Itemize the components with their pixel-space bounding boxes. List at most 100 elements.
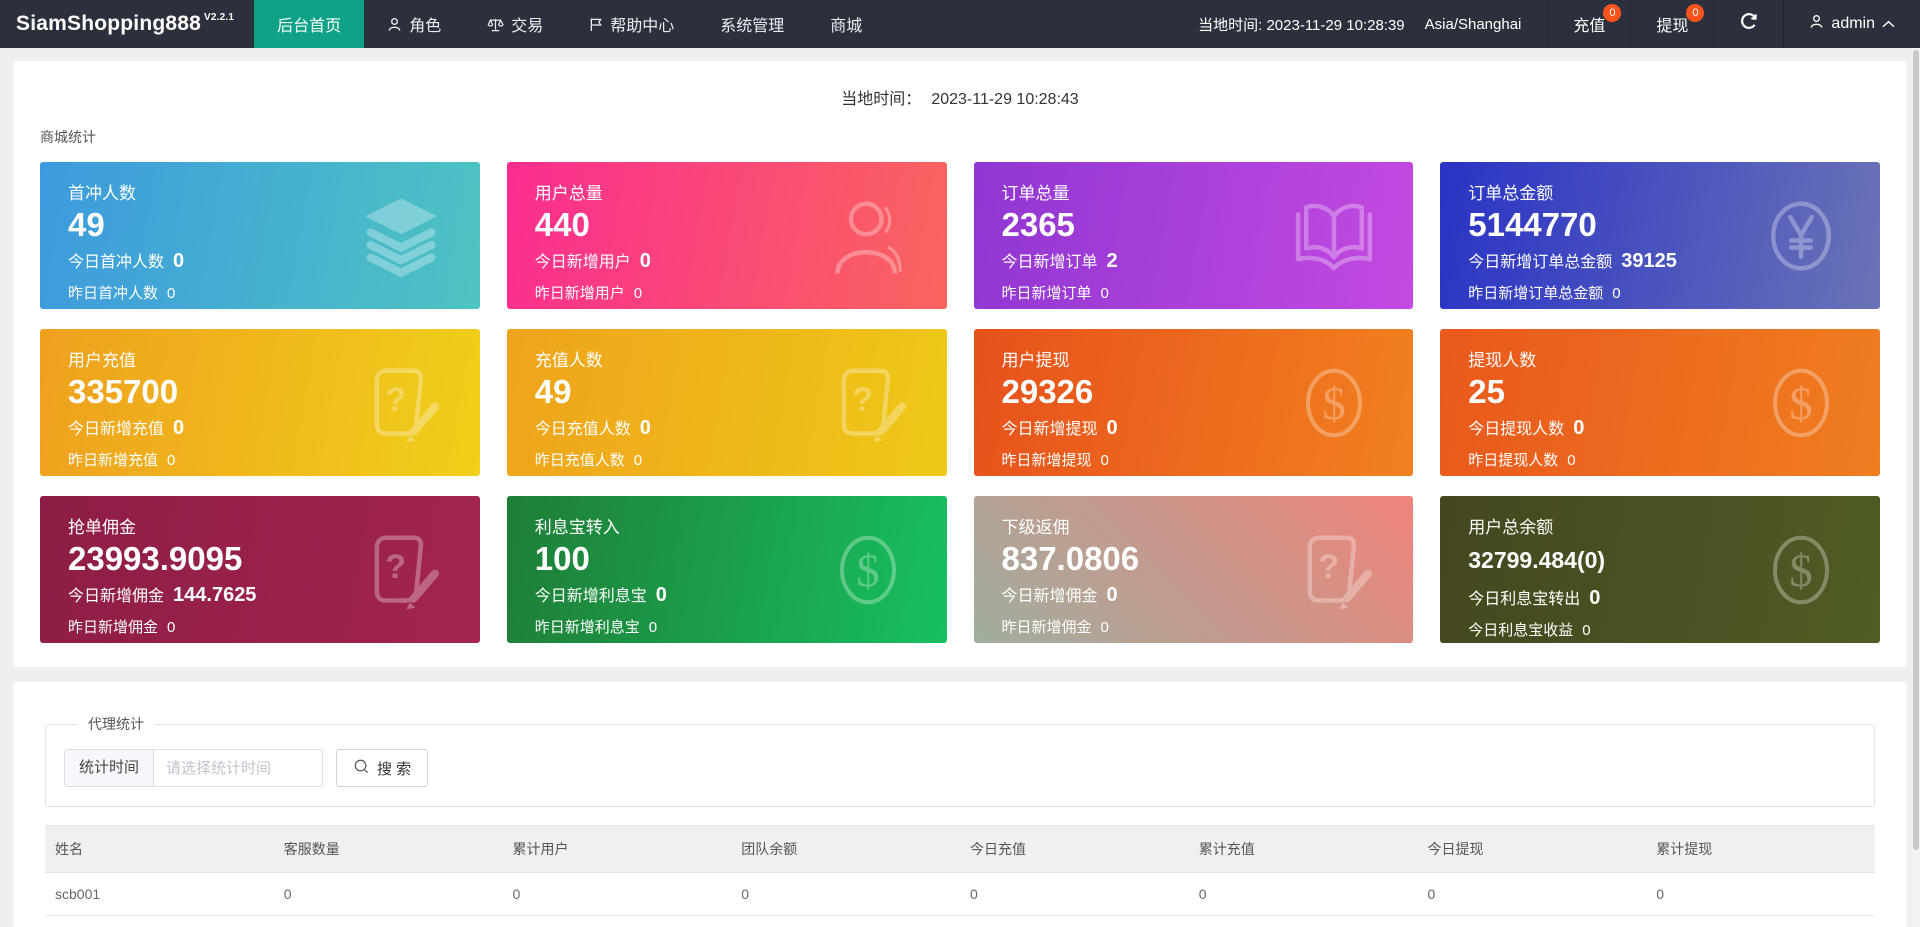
stat-card-today-line: 今日新增利息宝 0: [534, 584, 667, 607]
stat-card-yesterday-line: 昨日新增佣金 0: [68, 619, 176, 637]
brand-name: SiamShopping888: [16, 12, 202, 35]
stat-card: 用户提现 29326 今日新增提现 0 昨日新增提现 0 $: [973, 329, 1414, 476]
agent-value-cell: 0: [731, 872, 960, 916]
stat-card-value: 837.0806: [1001, 540, 1140, 577]
recharge-badge: 0: [1603, 4, 1622, 22]
stat-card-today-line: 今日充值人数 0: [534, 417, 651, 440]
nav-item-mall[interactable]: 商城: [830, 18, 863, 35]
local-time: 当地时间: 2023-11-29 10:28:39: [1198, 16, 1405, 34]
stat-card-yesterday-line: 今日利息宝收益 0: [1468, 622, 1591, 640]
nav-item-dashboard[interactable]: 后台首页: [254, 0, 365, 48]
column-header: 累计提现: [1646, 825, 1875, 873]
stat-card-yesterday-line: 昨日新增佣金 0: [1001, 619, 1109, 637]
agent-stats-panel: 代理统计 统计时间 搜 索 姓名 客服数量 累计用户 团队余额: [13, 682, 1907, 927]
stat-card-value: 32799.484(0): [1468, 547, 1606, 573]
agent-value-cell: 0: [502, 915, 732, 927]
stat-card-yesterday-line: 昨日新增充值 0: [68, 452, 176, 470]
withdraw-button[interactable]: 提现 0: [1630, 0, 1713, 48]
stat-card-yesterday-line: 昨日新增订单总金额 0: [1468, 285, 1621, 303]
nav-item-system[interactable]: 系统管理: [720, 18, 785, 35]
refresh-icon: [1739, 12, 1758, 36]
agent-value-cell: 0: [960, 915, 1189, 927]
stat-card: 下级返佣 837.0806 今日新增佣金 0 昨日新增佣金 0 ?: [973, 496, 1414, 643]
stat-card-yesterday-line: 昨日提现人数 0: [1468, 452, 1576, 470]
overview-local-time: 当地时间： 2023-11-29 10:28:43: [841, 91, 1079, 108]
local-time-block: 当地时间: 2023-11-29 10:28:39 Asia/Shanghai: [1172, 0, 1547, 48]
stat-card-value: 335700: [68, 373, 179, 410]
nav-item-roles[interactable]: 角色: [364, 0, 464, 48]
agent-table-header-row: 姓名 客服数量 累计用户 团队余额 今日充值 累计充值 今日提现 累计提现: [45, 825, 1875, 873]
agent-value-cell: 0: [273, 872, 503, 916]
stat-card: 首冲人数 49 今日首冲人数 0 昨日首冲人数 0: [40, 162, 480, 309]
column-header: 累计充值: [1188, 825, 1418, 873]
column-header: 客服数量: [273, 825, 503, 873]
stat-card: 利息宝转入 100 今日新增利息宝 0 昨日新增利息宝 0 $: [506, 496, 947, 643]
stat-card: 提现人数 25 今日提现人数 0 昨日提现人数 0 $: [1440, 329, 1880, 476]
agent-name-cell: scb002: [45, 915, 274, 927]
admin-username: admin: [1831, 15, 1875, 32]
stat-card-title: 订单总量: [1001, 184, 1070, 203]
stat-card-value: 100: [534, 540, 590, 577]
user-icon: [1809, 14, 1824, 34]
stat-card-yesterday-line: 昨日新增用户 0: [534, 285, 643, 303]
stat-card-yesterday-line: 昨日首冲人数 0: [68, 285, 176, 303]
stat-card-today-line: 今日利息宝转出 0: [1468, 587, 1601, 610]
stat-card-title: 订单总金额: [1468, 184, 1554, 203]
admin-menu[interactable]: admin: [1783, 0, 1920, 48]
stat-card-title: 用户总量: [534, 184, 603, 203]
search-button[interactable]: 搜 索: [336, 749, 429, 787]
stat-card: 订单总量 2365 今日新增订单 2 昨日新增订单 0: [973, 162, 1414, 309]
stat-card-today-line: 今日新增用户 0: [534, 250, 651, 273]
stat-card-title: 充值人数: [534, 351, 603, 370]
stat-card-title: 下级返佣: [1001, 518, 1070, 537]
stat-card-value: 5144770: [1468, 206, 1597, 243]
stat-card-yesterday-line: 昨日新增提现 0: [1001, 452, 1109, 470]
stat-card-today-line: 今日提现人数 0: [1468, 417, 1585, 440]
agent-filter-fieldset: 代理统计 统计时间 搜 索: [45, 714, 1875, 807]
agent-value-cell: 0: [502, 872, 732, 916]
stat-card-value: 25: [1468, 373, 1505, 410]
column-header: 累计用户: [502, 825, 732, 873]
stat-card: 订单总金额 5144770 今日新增订单总金额 39125 昨日新增订单总金额 0: [1440, 162, 1880, 309]
navbar-right: 当地时间: 2023-11-29 10:28:39 Asia/Shanghai …: [1172, 0, 1920, 48]
stat-card: 抢单佣金 23993.9095 今日新增佣金 144.7625 昨日新增佣金 0 ?: [40, 496, 480, 643]
stat-card-today-line: 今日新增佣金 0: [1001, 584, 1118, 607]
stat-card-today-line: 今日首冲人数 0: [68, 250, 185, 273]
mall-stats-panel: 当地时间： 2023-11-29 10:28:43 商城统计 首冲人数 49 今日…: [13, 61, 1907, 667]
agent-value-cell: 0: [1188, 915, 1418, 927]
stat-card-title: 抢单佣金: [68, 518, 136, 537]
nav-item-help-center[interactable]: 帮助中心: [566, 0, 697, 48]
agent-value-cell: 0: [731, 915, 960, 927]
stat-time-input[interactable]: [153, 749, 324, 787]
page-scrollbar[interactable]: [1912, 48, 1920, 927]
page-content: 当地时间： 2023-11-29 10:28:43 商城统计 首冲人数 49 今日…: [0, 48, 1920, 927]
nav-item-trade[interactable]: 交易: [464, 0, 566, 48]
stat-card-value: 2365: [1001, 206, 1075, 243]
column-header: 今日充值: [960, 825, 1189, 873]
stat-card-value: 440: [534, 206, 590, 243]
stat-card-title: 用户总余额: [1468, 518, 1554, 537]
stat-card-value: 29326: [1001, 373, 1094, 410]
stat-card-value: 49: [534, 373, 572, 410]
stat-card-today-line: 今日新增充值 0: [68, 417, 185, 440]
agent-table: 姓名 客服数量 累计用户 团队余额 今日充值 累计充值 今日提现 累计提现 sc…: [45, 825, 1875, 927]
withdraw-badge: 0: [1686, 4, 1705, 22]
recharge-button[interactable]: 充值 0: [1547, 0, 1630, 48]
stat-card-today-line: 今日新增订单 2: [1001, 250, 1118, 273]
user-icon: [387, 17, 402, 32]
agent-value-cell: 0: [273, 915, 503, 927]
refresh-button[interactable]: [1713, 0, 1783, 48]
scrollbar-thumb[interactable]: [1913, 50, 1919, 850]
search-icon: [353, 758, 370, 779]
stats-cards: 首冲人数 49 今日首冲人数 0 昨日首冲人数 0 用户总量 440 今日新增用户 0…: [40, 162, 1880, 643]
agent-value-cell: 0: [1646, 872, 1875, 916]
stat-card-yesterday-line: 昨日新增利息宝 0: [534, 619, 658, 637]
timezone: Asia/Shanghai: [1424, 15, 1522, 33]
stat-card-today-line: 今日新增提现 0: [1001, 417, 1118, 440]
flag-icon: [589, 17, 603, 32]
agent-value-cell: 0: [1646, 915, 1875, 927]
main-nav: 后台首页 角色 交易 帮助中心 系统管理 商城: [254, 0, 885, 48]
agent-fieldset-legend: 代理统计: [88, 716, 144, 732]
